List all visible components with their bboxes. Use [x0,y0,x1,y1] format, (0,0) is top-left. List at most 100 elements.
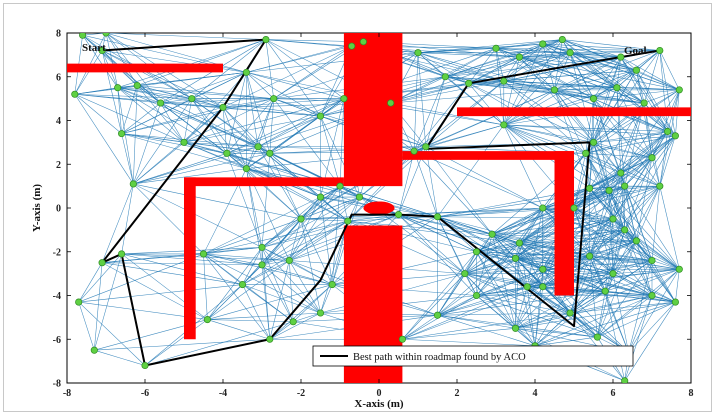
roadmap-edge [261,264,294,322]
roadmap-edge [117,87,134,184]
roadmap-edge [542,190,610,270]
roadmap-edge [515,301,676,329]
roadmap-edge [573,207,614,274]
roadmap-edge [289,220,348,261]
roadmap-edge [226,153,321,198]
roadmap-edge [609,185,660,191]
x-tick-label: -4 [219,388,227,399]
y-tick-label: -8 [53,379,61,390]
roadmap-edge [570,50,660,53]
roadmap-edge [133,142,185,185]
roadmap-edge [402,338,536,347]
roadmap-edge [515,328,598,338]
roadmap-edge [503,124,544,209]
roadmap-edge [78,253,122,303]
roadmap-edge [503,43,543,82]
roadmap-edge [437,124,505,217]
roadmap-edge [534,336,598,347]
roadmap-edge [562,39,645,104]
roadmap-edge [503,80,586,154]
roadmap-edge [398,151,415,215]
roadmap-node [188,95,196,103]
roadmap-edge [624,157,653,230]
roadmap-node [664,127,672,135]
roadmap-edge [133,168,247,185]
roadmap-node [675,265,683,273]
roadmap-edge [413,150,493,235]
roadmap-edge [191,39,267,99]
roadmap-edge [183,98,344,143]
roadmap-edge [519,242,680,270]
roadmap-edge [207,312,321,320]
roadmap-edge [519,242,528,287]
roadmap-edge [651,260,680,270]
roadmap-edge [261,196,321,248]
roadmap-edge [659,131,668,187]
roadmap-edge [585,153,614,220]
roadmap-edge [289,196,360,261]
roadmap-node [613,84,621,92]
roadmap-edge [261,214,399,248]
roadmap-node [640,99,648,107]
roadmap-edge [222,107,228,154]
roadmap-edge [636,240,653,296]
roadmap-node [605,186,613,195]
roadmap-node [586,252,594,260]
roadmap-edge [402,314,438,340]
roadmap-node [582,149,590,157]
roadmap-node [500,77,508,85]
roadmap-edge [527,286,629,353]
roadmap-edge [300,196,360,220]
roadmap-edge [464,242,520,274]
roadmap-edge [402,286,543,340]
roadmap-edge [605,290,676,303]
roadmap-edge [261,196,360,266]
roadmap-edge [636,186,661,241]
roadmap-edge [527,286,571,314]
roadmap-edge [519,207,544,244]
legend-box [312,345,634,367]
roadmap-node [515,53,523,61]
roadmap-edge [624,185,661,231]
roadmap-node [500,121,508,129]
roadmap-edge [515,258,536,346]
roadmap-edge [651,269,680,296]
roadmap-node [656,182,664,190]
roadmap-edge [503,80,594,99]
roadmap-node [621,182,629,190]
roadmap-edge [616,87,622,174]
roadmap-node [129,180,137,188]
roadmap-edge [437,314,516,329]
roadmap-edge [320,284,333,314]
roadmap-edge [437,190,610,218]
x-tick-label: 2 [455,388,460,399]
roadmap-edge [160,102,270,154]
roadmap-edge [320,197,333,285]
roadmap-node [617,169,625,177]
legend: Best path within roadmap found by ACO [312,345,634,367]
roadmap-node [79,33,87,39]
roadmap-node [422,143,430,151]
roadmap-edge [133,153,270,185]
roadmap-edge [265,39,345,99]
roadmap-edge [390,89,555,104]
roadmap-edge [191,98,224,108]
roadmap-edge [246,72,274,99]
roadmap-edge [573,185,660,209]
roadmap-edge [624,229,680,270]
roadmap-edge [589,188,680,270]
roadmap-edge [437,216,466,274]
roadmap-edge [226,115,321,154]
roadmap-edge [437,251,477,316]
roadmap-edge [144,319,208,366]
roadmap-edge [117,87,185,143]
roadmap-edge [464,273,571,314]
roadmap-edge [620,131,668,174]
roadmap-edge [74,93,185,143]
roadmap-node [355,193,364,201]
roadmap-edge [515,255,590,259]
roadmap-edge [554,89,645,104]
roadmap-edge [74,94,134,185]
roadmap-edge [515,290,606,329]
